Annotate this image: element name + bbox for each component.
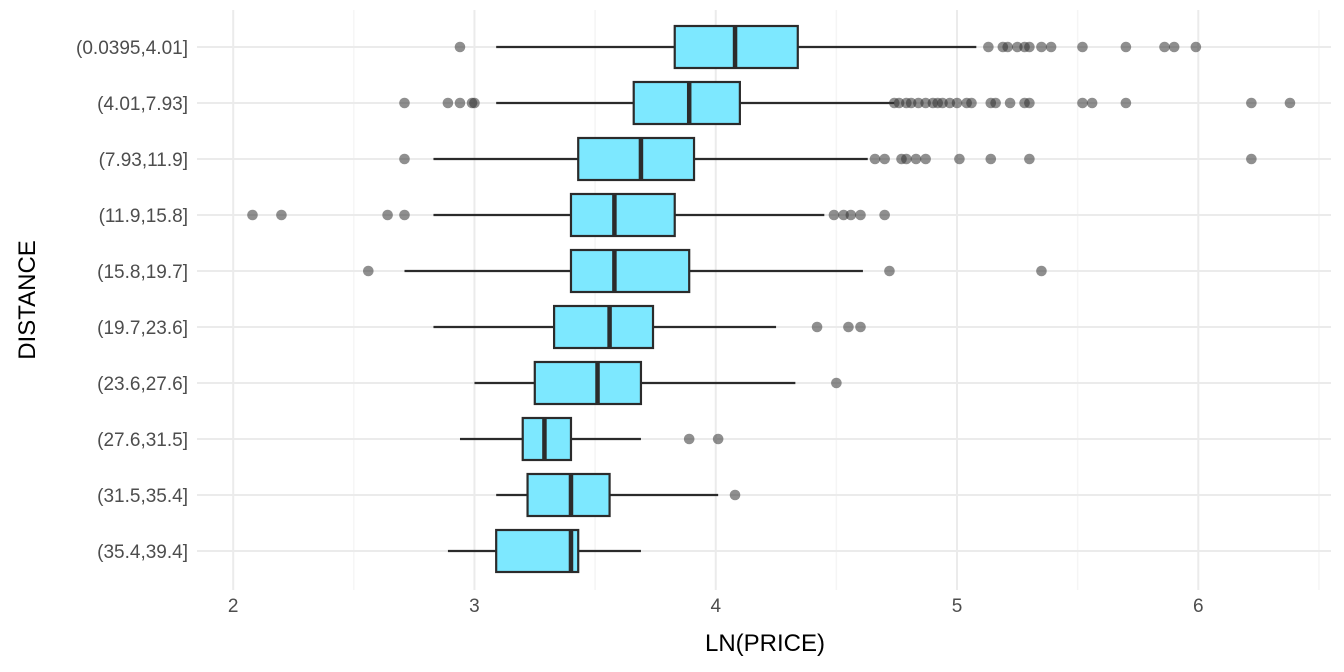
outlier-point: [1036, 265, 1047, 277]
outlier-point: [1284, 97, 1296, 109]
box-group: [459, 416, 641, 462]
y-tick-label: (7.93,11.9]: [99, 150, 188, 171]
box-group: [474, 360, 796, 406]
outlier-point: [683, 433, 695, 445]
box-group: [447, 528, 641, 574]
outlier-point: [983, 41, 994, 53]
outlier-point: [1002, 41, 1013, 53]
iqr-box: [632, 80, 741, 126]
outlier-point: [247, 209, 258, 221]
outlier-point: [1246, 97, 1257, 109]
x-axis-title: LN(PRICE): [705, 630, 825, 657]
y-tick-label: (4.01,7.93]: [97, 94, 188, 115]
outlier-point: [1190, 41, 1202, 53]
outlier-point: [843, 321, 854, 333]
y-tick-label: (23.6,27.6]: [97, 374, 188, 395]
tick-labels: (0.0395,4.01] (4.01,7.93] (7.93,11.9] (11.9…: [76, 38, 1204, 617]
outlier-point: [855, 321, 866, 333]
iqr-box: [569, 192, 676, 238]
y-tick-label: (19.7,23.6]: [97, 318, 188, 339]
outlier-point: [442, 97, 454, 109]
outlier-point: [966, 97, 977, 109]
box-group: [433, 304, 777, 350]
y-tick-label: (31.5,35.4]: [97, 486, 188, 507]
outlier-point: [879, 153, 890, 165]
outlier-point: [869, 153, 881, 165]
outlier-point: [855, 209, 866, 221]
outlier-point: [382, 209, 393, 221]
outlier-point: [954, 153, 965, 165]
x-tick-label: 5: [952, 596, 963, 617]
y-tick-label: (0.0395,4.01]: [76, 38, 188, 59]
iqr-box: [526, 472, 611, 518]
outlier-point: [712, 433, 724, 445]
outlier-point: [363, 265, 374, 277]
outlier-point: [1024, 153, 1035, 165]
outlier-point: [879, 209, 890, 221]
box-group: [433, 192, 825, 238]
iqr-box: [569, 248, 691, 294]
box-group: [496, 472, 719, 518]
y-tick-label: (11.9,15.8]: [99, 206, 188, 227]
box-series: [404, 24, 977, 574]
outlier-point: [729, 489, 741, 501]
box-group: [404, 248, 863, 294]
outlier-point: [1077, 41, 1088, 53]
outlier-point: [1077, 97, 1088, 109]
iqr-box: [533, 360, 643, 406]
outlier-point: [828, 209, 840, 221]
x-tick-label: 3: [469, 596, 480, 617]
outlier-point: [1168, 41, 1180, 53]
outlier-point: [811, 321, 823, 333]
iqr-box: [495, 528, 580, 574]
y-tick-label: (15.8,19.7]: [97, 262, 188, 283]
outlier-points: [247, 41, 1296, 501]
outlier-point: [1120, 97, 1132, 109]
y-tick-label: (27.6,31.5]: [97, 430, 188, 451]
outlier-point: [1004, 97, 1016, 109]
outlier-point: [1120, 41, 1132, 53]
grid-lines: [197, 10, 1331, 590]
outlier-point: [399, 153, 410, 165]
outlier-point: [990, 97, 1001, 109]
x-tick-label: 2: [228, 596, 239, 617]
iqr-box: [552, 304, 655, 350]
outlier-point: [985, 153, 997, 165]
box-group: [496, 24, 977, 70]
outlier-point: [399, 209, 410, 221]
outlier-point: [951, 97, 963, 109]
y-tick-label: (35.4,39.4]: [97, 542, 188, 563]
outlier-point: [910, 153, 922, 165]
box-group: [496, 80, 895, 126]
y-axis-title: DISTANCE: [14, 240, 41, 360]
outlier-point: [454, 41, 466, 53]
outlier-point: [1036, 41, 1047, 53]
box-group: [433, 136, 868, 182]
outlier-point: [920, 153, 931, 165]
x-tick-label: 6: [1193, 596, 1204, 617]
outlier-point: [1045, 41, 1057, 53]
x-tick-label: 4: [710, 596, 721, 617]
outlier-point: [399, 97, 410, 109]
outlier-point: [469, 97, 480, 109]
outlier-point: [454, 97, 466, 109]
iqr-box: [521, 416, 573, 462]
outlier-point: [884, 265, 895, 277]
outlier-point: [1159, 41, 1170, 53]
outlier-point: [1086, 97, 1098, 109]
outlier-point: [901, 153, 912, 165]
outlier-point: [1024, 97, 1035, 109]
outlier-point: [1246, 153, 1257, 165]
iqr-box: [577, 136, 696, 182]
outlier-point: [276, 209, 287, 221]
outlier-point: [845, 209, 857, 221]
outlier-point: [831, 377, 842, 389]
outlier-point: [1024, 41, 1035, 53]
